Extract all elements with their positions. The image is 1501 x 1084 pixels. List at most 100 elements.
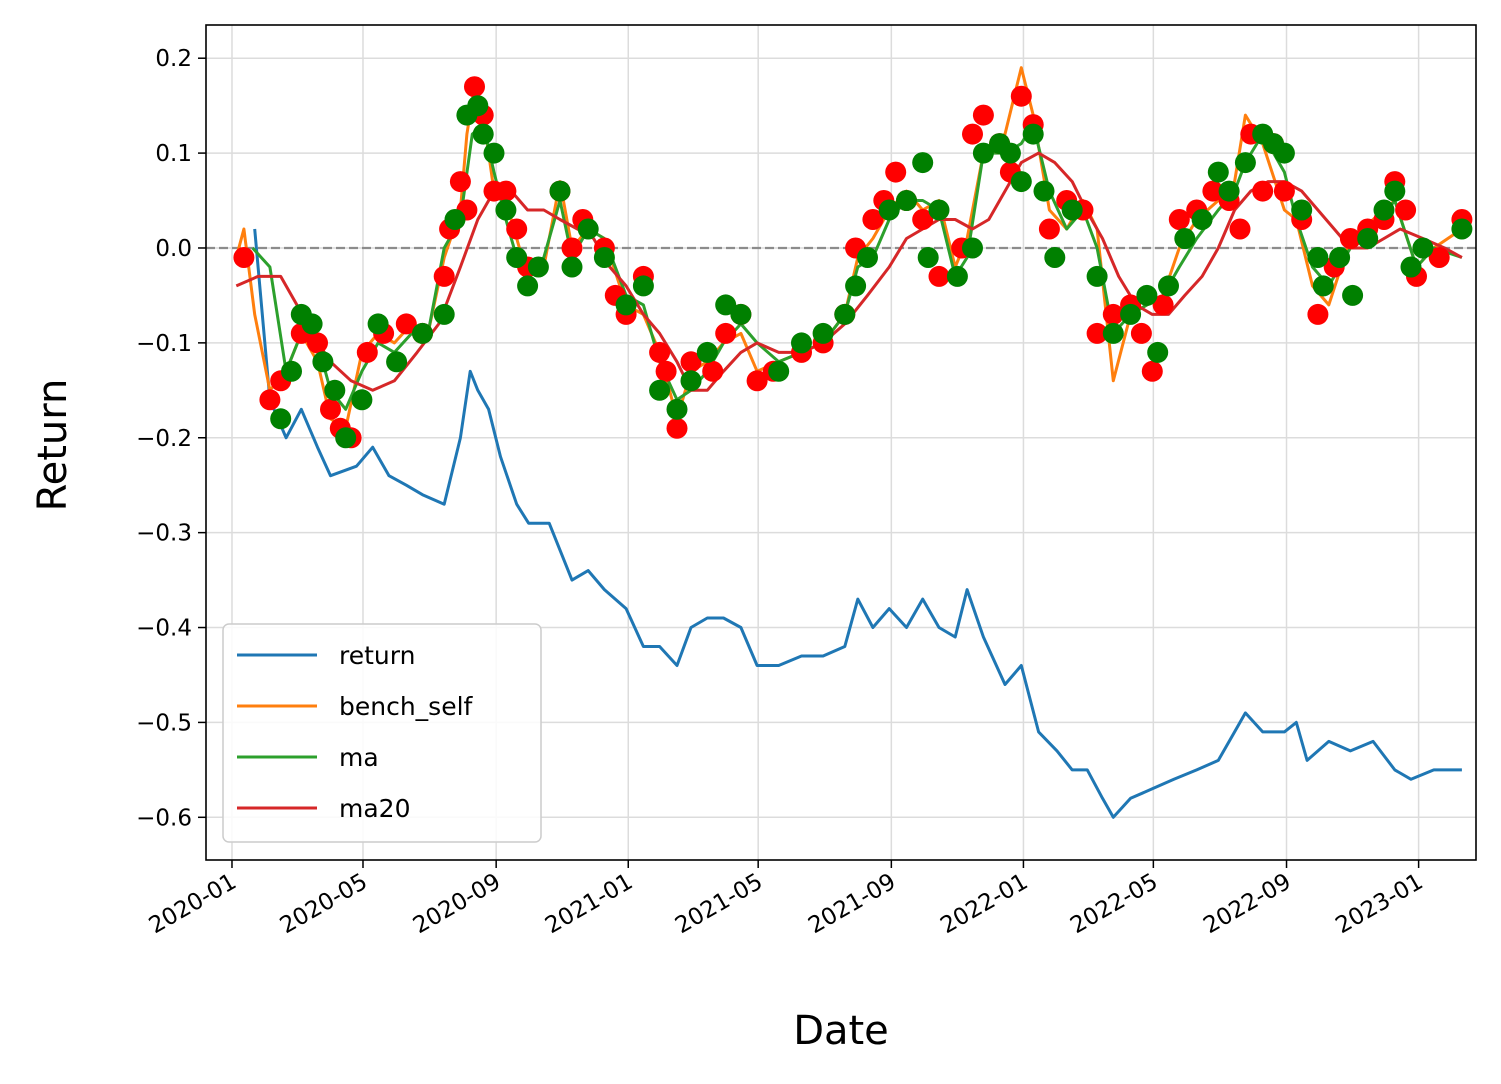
green-marker xyxy=(1384,180,1406,202)
red-marker xyxy=(495,180,517,202)
red-marker xyxy=(1307,303,1329,325)
red-marker xyxy=(1130,322,1152,344)
green-marker xyxy=(270,408,292,430)
green-marker xyxy=(1218,180,1240,202)
y-tick-label: 0.0 xyxy=(155,236,192,262)
legend-label-bench_self: bench_self xyxy=(339,692,474,721)
green-marker xyxy=(577,218,599,240)
green-marker xyxy=(1102,322,1124,344)
green-marker xyxy=(433,303,455,325)
green-marker xyxy=(335,427,357,449)
green-marker xyxy=(1234,152,1256,174)
green-marker xyxy=(1136,284,1158,306)
green-marker xyxy=(312,351,334,373)
legend-label-ma20: ma20 xyxy=(339,794,410,823)
green-marker xyxy=(649,379,671,401)
green-marker xyxy=(549,180,571,202)
red-marker xyxy=(885,161,907,183)
green-marker xyxy=(845,275,867,297)
legend-box xyxy=(222,623,542,843)
green-marker xyxy=(281,360,302,382)
green-marker xyxy=(1010,171,1032,193)
green-marker xyxy=(1451,218,1473,240)
red-marker xyxy=(1086,322,1108,344)
green-marker xyxy=(1373,199,1395,221)
green-marker xyxy=(593,247,615,268)
green-marker xyxy=(1086,265,1108,287)
red-marker xyxy=(1229,218,1251,240)
series-line-return xyxy=(253,228,1462,819)
green-marker xyxy=(680,370,702,392)
green-marker xyxy=(1291,199,1313,221)
red-marker xyxy=(1273,180,1295,202)
red-marker xyxy=(1339,228,1361,249)
y-tick-label: −0.2 xyxy=(136,426,192,452)
green-marker xyxy=(857,247,878,268)
green-marker xyxy=(768,360,790,382)
green-marker xyxy=(917,247,939,268)
red-marker xyxy=(356,341,378,363)
green-marker xyxy=(730,303,752,325)
green-marker xyxy=(1307,247,1329,268)
green-marker xyxy=(444,209,466,230)
green-marker xyxy=(386,351,408,373)
marker-layer xyxy=(233,76,1473,449)
y-tick-label: −0.1 xyxy=(136,331,192,357)
red-marker xyxy=(307,332,328,354)
red-marker xyxy=(395,313,417,335)
green-marker xyxy=(912,152,934,174)
green-marker xyxy=(527,256,549,278)
green-marker xyxy=(1061,199,1083,221)
green-marker xyxy=(999,142,1021,164)
red-marker xyxy=(666,417,688,439)
red-marker xyxy=(1010,85,1032,107)
y-axis: 0.2 0.1 0.0 −0.1 −0.2 −0.3 −0.4 −0.5 −0.6 xyxy=(136,46,206,831)
red-marker xyxy=(1152,294,1174,316)
legend-label-return: return xyxy=(339,641,415,670)
green-marker xyxy=(615,294,637,316)
y-tick-label: −0.3 xyxy=(136,521,192,547)
red-marker xyxy=(655,360,677,382)
red-marker xyxy=(649,341,671,363)
green-marker xyxy=(324,379,346,401)
red-marker xyxy=(1428,247,1450,268)
y-tick-label: −0.6 xyxy=(136,805,192,831)
green-marker xyxy=(696,341,718,363)
green-marker xyxy=(962,237,983,259)
green-marker xyxy=(1342,284,1364,306)
y-tick-label: −0.5 xyxy=(136,710,192,736)
y-tick-label: 0.2 xyxy=(155,46,192,72)
green-marker xyxy=(1273,142,1295,164)
green-marker xyxy=(946,265,968,287)
green-marker xyxy=(972,142,994,164)
green-marker xyxy=(1120,303,1142,325)
green-marker xyxy=(1174,228,1196,249)
green-marker xyxy=(1022,123,1044,145)
red-marker xyxy=(1102,303,1124,325)
green-marker xyxy=(506,247,528,268)
red-marker xyxy=(746,370,768,392)
red-marker xyxy=(928,265,950,287)
red-marker xyxy=(1252,180,1274,202)
green-marker xyxy=(1357,228,1379,249)
green-marker xyxy=(896,190,917,211)
red-marker xyxy=(433,265,455,287)
green-marker xyxy=(1329,247,1351,268)
green-marker xyxy=(367,313,389,335)
green-marker xyxy=(472,123,494,145)
red-marker xyxy=(259,389,281,411)
green-marker xyxy=(1044,247,1066,268)
green-marker xyxy=(812,322,834,344)
green-marker xyxy=(467,95,489,117)
red-marker xyxy=(962,123,983,145)
green-marker xyxy=(301,313,323,335)
legend-label-ma: ma xyxy=(339,743,379,772)
y-axis-title: Return xyxy=(30,379,76,512)
red-marker xyxy=(1168,209,1190,230)
green-marker xyxy=(1158,275,1179,297)
green-marker xyxy=(928,199,950,221)
green-marker xyxy=(1412,237,1434,259)
green-marker xyxy=(412,322,433,344)
red-marker xyxy=(1038,218,1060,240)
